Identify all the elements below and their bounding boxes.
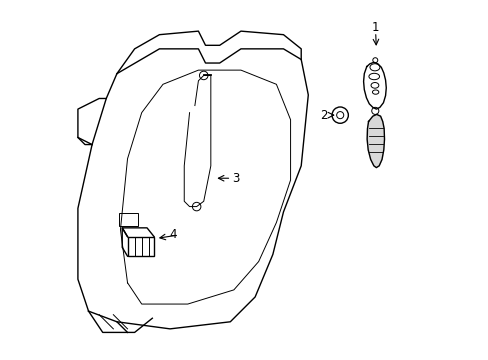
Polygon shape xyxy=(363,62,386,109)
Text: 1: 1 xyxy=(371,21,379,34)
Text: 3: 3 xyxy=(231,172,239,185)
Text: 4: 4 xyxy=(169,229,177,242)
Bar xyxy=(127,237,154,256)
Bar xyxy=(119,213,138,226)
Polygon shape xyxy=(366,114,384,168)
Text: 2: 2 xyxy=(320,109,327,122)
